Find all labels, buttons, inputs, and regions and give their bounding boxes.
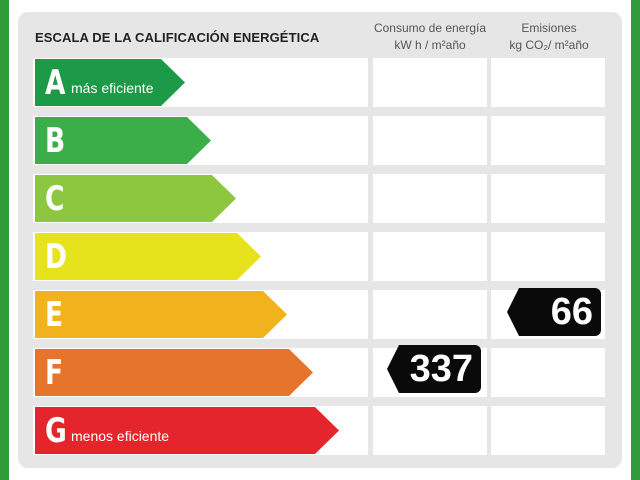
emissions-header-unit: kg CO₂/ m²año	[509, 38, 589, 52]
left-green-border	[0, 0, 9, 480]
scale-title: ESCALA DE LA CALIFICACIÓN ENERGÉTICA	[35, 30, 320, 45]
rating-label-most-efficient: más eficiente	[71, 79, 154, 96]
energy-cell-g	[373, 406, 487, 455]
rating-arrow-g: G menos eficiente	[35, 407, 339, 454]
emissions-cell-a	[491, 58, 605, 107]
rating-arrow-a: A más eficiente	[35, 59, 185, 106]
rating-arrow-e: E	[35, 291, 287, 338]
rating-arrow-b: B	[35, 117, 211, 164]
energy-cell-d	[373, 232, 487, 281]
energy-consumption-badge: 337	[387, 345, 481, 393]
emissions-cell-g	[491, 406, 605, 455]
rating-arrow-c: C	[35, 175, 236, 222]
emissions-column-header: Emisiones kg CO₂/ m²año	[490, 20, 608, 54]
rating-label-least-efficient: menos eficiente	[71, 427, 170, 444]
rating-letter-g: G	[45, 410, 67, 451]
rating-letter-a: A	[45, 62, 66, 103]
emissions-header-line1: Emisiones	[521, 21, 577, 35]
energy-cell-a	[373, 58, 487, 107]
energy-label-panel: ESCALA DE LA CALIFICACIÓN ENERGÉTICA Con…	[18, 12, 622, 468]
energy-cell-b	[373, 116, 487, 165]
rating-letter-d: D	[45, 236, 68, 277]
energy-header-line1: Consumo de energía	[373, 21, 487, 35]
rating-letter-b: B	[45, 120, 66, 161]
rating-letter-f: F	[45, 352, 64, 393]
emissions-value: 66	[550, 290, 593, 333]
energy-cell-e	[373, 290, 487, 339]
rating-arrow-d: D	[35, 233, 261, 280]
right-green-border	[631, 0, 640, 480]
emissions-badge: 66	[507, 288, 601, 336]
rating-arrow-f: F	[35, 349, 313, 396]
emissions-cell-b	[491, 116, 605, 165]
energy-column-header: Consumo de energía kW h / m²año	[371, 20, 489, 54]
rating-letter-e: E	[45, 294, 64, 335]
energy-header-unit: kW h / m²año	[394, 38, 466, 52]
emissions-cell-d	[491, 232, 605, 281]
energy-cell-c	[373, 174, 487, 223]
emissions-cell-c	[491, 174, 605, 223]
emissions-cell-f	[491, 348, 605, 397]
energy-consumption-value: 337	[409, 347, 473, 390]
rating-letter-c: C	[45, 178, 65, 219]
